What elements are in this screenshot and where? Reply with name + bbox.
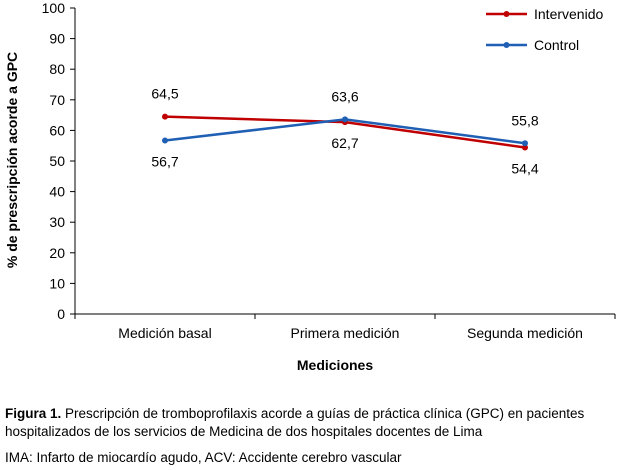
legend-swatch-marker: [503, 42, 510, 48]
figure-caption-text: Prescripción de tromboprofilaxis acorde …: [5, 406, 585, 439]
legend-item-intervenido: Intervenido: [486, 6, 603, 22]
data-point: [162, 113, 168, 120]
data-point: [162, 137, 168, 144]
legend-label: Control: [534, 37, 579, 53]
legend: Intervenido Control: [486, 6, 603, 53]
figure-caption: Figura 1. Prescripción de tromboprofilax…: [5, 405, 620, 441]
data-label: 54,4: [511, 161, 538, 177]
x-tick-label: Medición basal: [118, 325, 211, 341]
x-axis-title: Mediciones: [297, 357, 373, 373]
data-label: 63,6: [331, 88, 358, 104]
y-tick-label: 30: [49, 214, 65, 230]
y-tick-label: 50: [49, 153, 65, 169]
y-tick-label: 20: [49, 245, 65, 261]
y-tick-label: 80: [49, 61, 65, 77]
data-point: [522, 144, 528, 151]
legend-item-control: Control: [486, 37, 579, 53]
data-point: [342, 116, 348, 123]
legend-swatch-marker: [503, 11, 510, 17]
y-tick-label: 40: [49, 184, 65, 200]
legend-label: Intervenido: [534, 6, 603, 22]
x-tick-label: Segunda medición: [467, 325, 583, 341]
data-label: 55,8: [511, 112, 538, 128]
x-tick-label: Primera medición: [291, 325, 400, 341]
y-axis-title: % de prescripción acorde a GPC: [4, 52, 20, 268]
series-control: 56,7 63,6 55,8: [151, 88, 538, 169]
figure-label: Figura 1.: [5, 406, 62, 421]
y-tick-label: 100: [42, 0, 66, 16]
series-layer: 64,5 62,7 54,4 56,7 63,6 55,8: [151, 86, 538, 177]
data-point: [522, 140, 528, 147]
data-label: 62,7: [331, 135, 358, 151]
y-tick-label: 60: [49, 122, 65, 138]
y-axis: 0 10 20 30 40 50 60 70 80 90 100: [42, 0, 76, 322]
abbreviations-note: IMA: Infarto de miocardío agudo, ACV: Ac…: [5, 450, 402, 465]
data-label: 64,5: [151, 86, 178, 102]
x-axis: Medición basal Primera medición Segunda me…: [74, 313, 616, 341]
y-tick-label: 0: [57, 306, 65, 322]
y-tick-label: 90: [49, 31, 65, 47]
data-label: 56,7: [151, 153, 178, 169]
y-tick-label: 10: [49, 275, 65, 291]
line-chart: 0 10 20 30 40 50 60 70 80 90 100 Medición basal Pri…: [4, 0, 616, 373]
y-tick-label: 70: [49, 92, 65, 108]
